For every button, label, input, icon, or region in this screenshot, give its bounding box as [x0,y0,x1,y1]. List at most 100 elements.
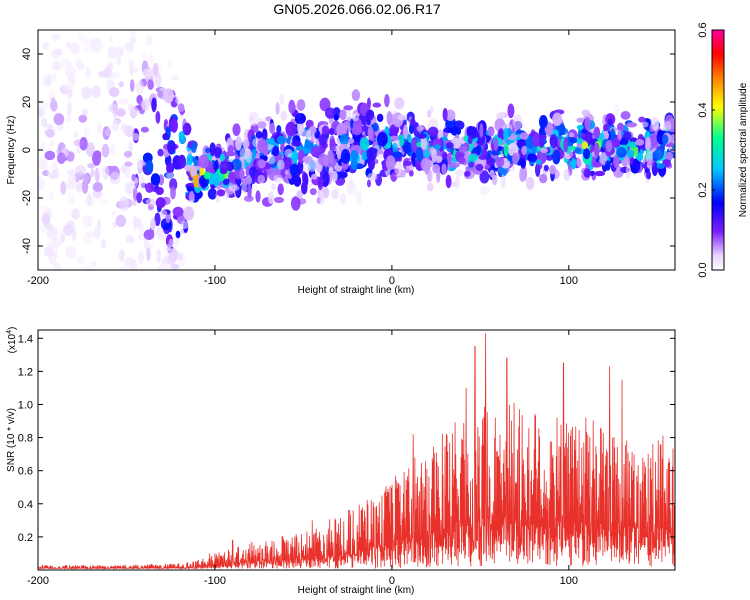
spectrogram-cell [306,129,312,141]
spectrogram-cell [584,117,591,131]
spectrogram-cell [318,134,328,145]
spectrogram-cell [138,250,145,265]
spectrogram-cell [394,161,402,176]
spectrogram-cell [50,97,56,103]
spectrogram-cell [120,164,128,173]
spectrogram-cell [125,235,135,244]
spectrogram-cell [228,171,235,184]
spectrogram-cell [255,131,263,139]
spectrogram-cell [109,142,116,156]
spectrogram-y-label: Frequency (Hz) [6,116,17,185]
spectrogram-cell [68,89,73,99]
spectrogram-x-tick-label: 100 [560,275,578,287]
spectrogram-cell [118,81,124,88]
spectrogram-cell [331,170,338,182]
spectrogram-x-tick-label: 0 [389,275,395,287]
spectrogram-cell [487,126,495,137]
spectrogram-cell [40,143,46,154]
spectrogram-cell [73,131,79,139]
spectrogram-cell [479,185,490,196]
spectrogram-cell [635,139,645,146]
spectrogram-cell [442,151,448,160]
spectrogram-cell [367,125,374,139]
spectrogram-cell [590,170,595,176]
spectrogram-cell [132,133,140,141]
colorbar-tick-label: 0.6 [697,22,709,37]
spectrogram-cell [503,127,509,142]
spectrogram-cell [175,97,180,104]
spectrogram-cell [249,115,255,122]
spectrogram-cell [112,221,117,228]
spectrogram-cell [137,158,143,170]
spectrogram-cell [167,140,176,155]
spectrogram-cell [464,170,471,177]
snr-y-tick-label: 1.2 [18,366,33,378]
spectrogram-cell [591,156,597,164]
spectrogram-cell [156,249,162,263]
spectrogram-cell [521,145,527,156]
spectrogram-cell [161,257,169,265]
spectrogram-cell [104,128,112,137]
spectrogram-cell [429,105,434,113]
spectrogram-cell [189,190,195,204]
spectrogram-cell [420,136,428,150]
spectrogram-cell [111,209,116,216]
snr-y-tick-label: 1.0 [18,399,33,411]
spectrogram-cell [648,134,659,147]
spectrogram-cell [552,149,561,165]
spectrogram-cell [129,36,138,44]
spectrogram-cell [475,163,484,171]
spectrogram-cell [169,178,178,191]
spectrogram-cell [96,219,102,229]
spectrogram-cell [590,144,595,153]
spectrogram-cell [423,150,430,159]
spectrogram-cell [50,99,58,112]
spectrogram-cell [575,138,584,144]
spectrogram-cell [411,137,418,152]
spectrogram-cell [285,121,297,137]
spectrogram-cell [235,136,242,151]
spectrogram-cell [49,140,55,147]
spectrogram-cell [310,146,322,158]
spectrogram-cell [97,122,102,134]
spectrogram-cell [409,124,414,135]
spectrogram-cell [591,161,602,168]
spectrogram-cell [78,114,88,123]
spectrogram-cell [130,79,135,92]
spectrogram-cell [291,140,302,147]
snr-x-tick-label: 0 [389,575,395,587]
spectrogram-cell [623,131,632,141]
spectrogram-cell [53,113,65,126]
spectrogram-cell [605,150,612,157]
spectrogram-cell [394,97,405,110]
spectrogram-cell [91,85,101,99]
spectrogram-cell [41,212,50,225]
spectrogram-cell [124,256,135,269]
spectrogram-cell [267,154,276,165]
spectrogram-cell [229,185,240,192]
spectrogram-cell [183,206,195,221]
spectrogram-cell [294,113,306,124]
spectrogram-cell [404,168,410,173]
spectrogram-cell [142,52,147,60]
spectrogram-cell [205,147,211,154]
spectrogram-cell [445,117,453,131]
spectrogram-cell [319,97,331,112]
spectrogram-cell [445,174,452,189]
spectrogram-cell [227,144,234,155]
spectrogram-cell [646,171,652,180]
spectrogram-cell [131,174,136,181]
spectrogram-cell [645,136,651,151]
spectrogram-cell [563,137,569,153]
spectrogram-cells [38,30,675,270]
spectrogram-cell [351,89,360,101]
spectrogram-cell [605,140,613,153]
spectrogram-cell [66,113,72,123]
spectrogram-cell [539,134,547,140]
spectrogram-cell [157,89,164,98]
spectrogram-cell [361,125,368,132]
spectrogram-cell [416,125,424,132]
spectrogram-cell [145,182,154,193]
spectrogram-cell [255,190,261,203]
